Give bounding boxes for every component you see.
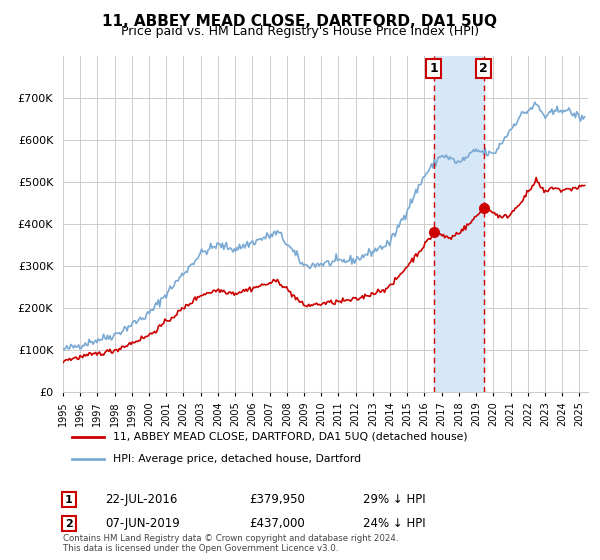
Text: 1: 1 <box>65 494 73 505</box>
Text: 11, ABBEY MEAD CLOSE, DARTFORD, DA1 5UQ: 11, ABBEY MEAD CLOSE, DARTFORD, DA1 5UQ <box>103 14 497 29</box>
Text: HPI: Average price, detached house, Dartford: HPI: Average price, detached house, Dart… <box>113 454 361 464</box>
Text: 11, ABBEY MEAD CLOSE, DARTFORD, DA1 5UQ (detached house): 11, ABBEY MEAD CLOSE, DARTFORD, DA1 5UQ … <box>113 432 468 442</box>
Text: 2: 2 <box>65 519 73 529</box>
Text: £379,950: £379,950 <box>249 493 305 506</box>
Text: 22-JUL-2016: 22-JUL-2016 <box>105 493 178 506</box>
Text: Contains HM Land Registry data © Crown copyright and database right 2024.
This d: Contains HM Land Registry data © Crown c… <box>63 534 398 553</box>
Text: 24% ↓ HPI: 24% ↓ HPI <box>363 517 425 530</box>
Text: 29% ↓ HPI: 29% ↓ HPI <box>363 493 425 506</box>
Bar <box>434 56 484 392</box>
Text: 07-JUN-2019: 07-JUN-2019 <box>105 517 180 530</box>
Text: £437,000: £437,000 <box>249 517 305 530</box>
Text: 1: 1 <box>430 62 439 75</box>
Text: 2: 2 <box>479 62 488 75</box>
Text: Price paid vs. HM Land Registry's House Price Index (HPI): Price paid vs. HM Land Registry's House … <box>121 25 479 38</box>
